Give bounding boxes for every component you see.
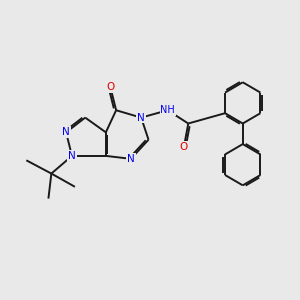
Text: N: N: [68, 151, 76, 161]
Text: N: N: [62, 127, 70, 137]
Text: N: N: [137, 112, 145, 123]
Text: O: O: [106, 82, 114, 92]
Text: N: N: [127, 154, 135, 164]
Text: O: O: [180, 142, 188, 152]
Text: NH: NH: [160, 105, 175, 115]
